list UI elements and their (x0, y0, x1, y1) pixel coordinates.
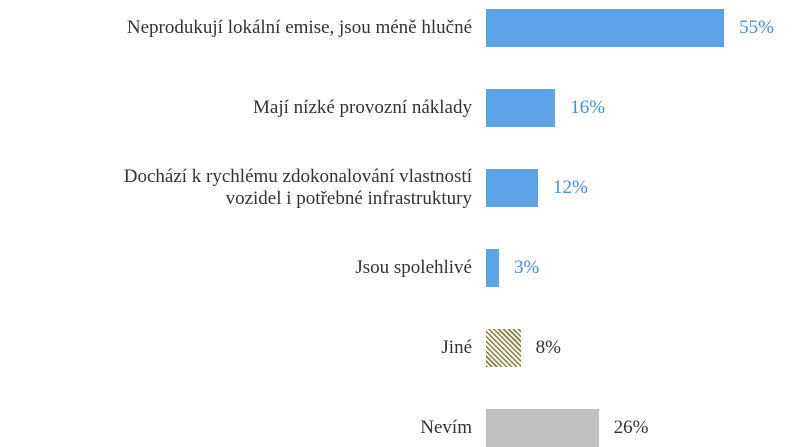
value-label: 55% (739, 17, 774, 38)
value-label: 26% (613, 417, 649, 438)
value-label: 12% (552, 177, 588, 198)
category-label: Jiné (441, 337, 472, 358)
bar (486, 169, 538, 207)
bar (486, 329, 521, 367)
value-label: 3% (513, 257, 540, 278)
value-label: 8% (535, 337, 561, 358)
category-label: Neprodukují lokální emise, jsou méně hlu… (126, 17, 472, 38)
bar (486, 89, 556, 127)
bar (486, 249, 499, 287)
category-label: Nevím (420, 417, 472, 438)
category-label: Dochází k rychlému zdokonalování vlastno… (123, 166, 472, 209)
bar (486, 9, 725, 47)
category-label: Mají nízké provozní náklady (253, 97, 472, 118)
category-label: Jsou spolehlivé (355, 257, 472, 278)
bar (486, 409, 599, 447)
value-label: 16% (570, 97, 606, 118)
